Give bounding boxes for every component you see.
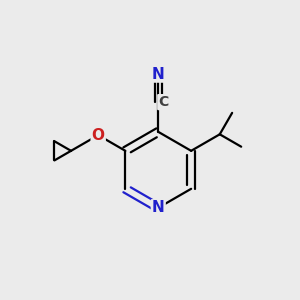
- Text: O: O: [92, 128, 105, 142]
- Text: N: N: [152, 67, 165, 82]
- Text: C: C: [158, 95, 169, 109]
- Text: N: N: [152, 200, 165, 215]
